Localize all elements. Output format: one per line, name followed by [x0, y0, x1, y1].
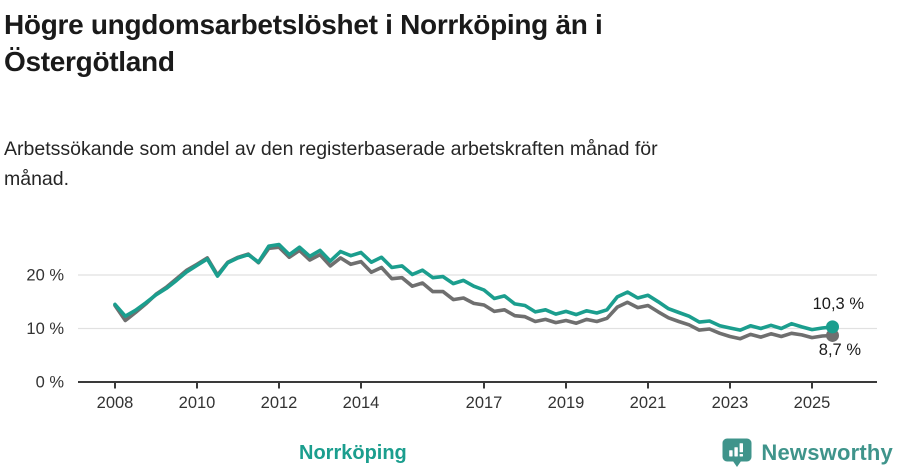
- chart-subtitle: Arbetssökande som andel av den registerb…: [4, 138, 658, 190]
- newsworthy-bubble-chart-icon: [722, 438, 752, 467]
- newsworthy-logo[interactable]: Newsworthy: [721, 437, 893, 469]
- page-title: Högre ungdomsarbetslöshet i Norrköping ä…: [4, 9, 603, 77]
- x-tick-label: 2017: [466, 394, 503, 412]
- x-tick-label: 2012: [261, 394, 298, 412]
- y-tick-label: 0 %: [36, 374, 65, 392]
- line-chart-canvas: 2008 2010 2012 2014 2017 2019 2021 2023 2025 0 % 1…: [26, 242, 877, 412]
- x-tick-label: 2025: [794, 394, 831, 412]
- line-chart: 2008 2010 2012 2014 2017 2019 2021 2023 2025 0 % 1…: [0, 215, 900, 464]
- y-tick-label: 10 %: [26, 320, 64, 338]
- series-line-norrkoping: [113, 242, 835, 332]
- newsworthy-wordmark: Newsworthy: [761, 440, 893, 465]
- x-tick-label: 2019: [548, 394, 585, 412]
- series-label-norrkoping: Norrköping: [299, 442, 407, 464]
- y-tick-label: 20 %: [26, 267, 64, 285]
- end-value-label-ostergotland: 8,7 %: [818, 341, 861, 359]
- x-tick-label: 2010: [179, 394, 216, 412]
- x-tick-label: 2023: [712, 394, 749, 412]
- end-dot-norrkoping: [826, 320, 839, 334]
- x-tick-label: 2021: [630, 394, 667, 412]
- x-tick-label: 2008: [97, 394, 134, 412]
- end-value-label-norrkoping: 10,3 %: [812, 295, 864, 313]
- x-tick-label: 2014: [343, 394, 380, 412]
- series-line-ostergotland: [113, 245, 835, 341]
